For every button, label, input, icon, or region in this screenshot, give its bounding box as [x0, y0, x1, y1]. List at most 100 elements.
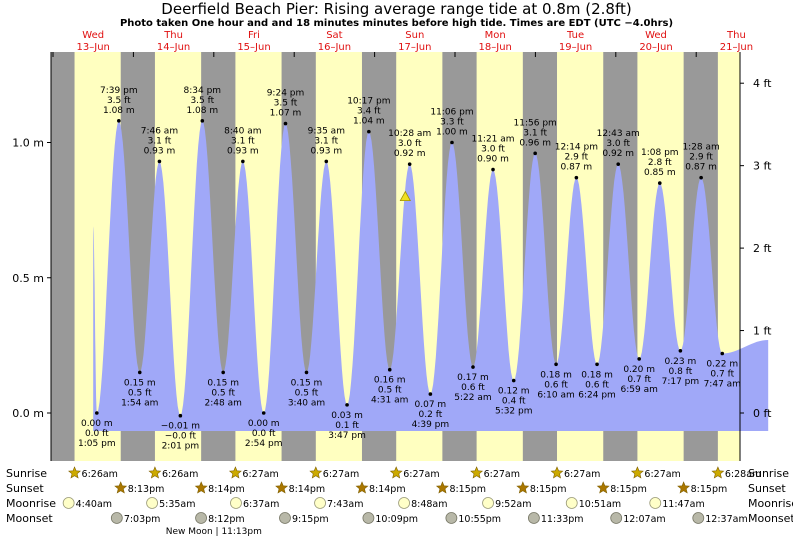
moonset-moon-icon	[445, 512, 458, 524]
sunset-time: 8:15pm	[449, 484, 486, 495]
sunset-star-icon	[677, 481, 691, 494]
moonrise-moon-icon	[146, 497, 158, 509]
low-tide-feet: 0.5 ft	[295, 388, 319, 398]
high-tide-metres: 0.87 m	[561, 163, 593, 173]
moonrise-time: 5:35am	[159, 499, 195, 510]
high-tide-feet: 3.5 ft	[274, 99, 298, 109]
moon-phase-note: New Moon | 11:13pm	[166, 527, 262, 537]
sunset-time: 8:13pm	[128, 484, 165, 495]
sunrise-time: 6:27am	[403, 469, 439, 480]
day-of-week-label: Wed	[645, 30, 667, 41]
moonrise-moon-icon	[398, 497, 410, 509]
sunset-time: 8:15pm	[530, 484, 567, 495]
sunset-star-icon	[275, 481, 289, 494]
tide-labels: 0.00 m0.0 ft1:05 pm7:39 pm3.5 ft1.08 m0.…	[78, 86, 741, 452]
high-tide-metres: 0.90 m	[477, 155, 509, 165]
low-tide-point	[304, 370, 309, 375]
chart-subtitle: Photo taken One hour and and 18 minutes …	[119, 18, 674, 29]
sunrise-star-icon	[389, 466, 403, 479]
sunset-time: 8:14pm	[289, 484, 326, 495]
high-tide-feet: 2.9 ft	[689, 153, 713, 163]
day-of-week-label: Sat	[326, 30, 342, 41]
low-tide-feet: 0.0 ft	[252, 429, 276, 439]
day-of-week-label: Sun	[405, 30, 424, 41]
sunrise-star-icon	[309, 466, 323, 479]
high-tide-metres: 0.87 m	[685, 163, 717, 173]
low-tide-time: 1:54 am	[121, 398, 158, 408]
moonset-time: 9:15pm	[292, 514, 329, 525]
low-tide-point	[221, 370, 225, 375]
high-tide-metres: 0.93 m	[144, 146, 176, 156]
moonrise-time: 7:43am	[327, 499, 363, 510]
date-label: 19–Jun	[559, 42, 592, 53]
low-tide-metres: 0.18 m	[581, 370, 613, 380]
low-tide-feet: 0.5 ft	[211, 388, 235, 398]
low-tide-feet: 0.7 ft	[710, 369, 734, 379]
low-tide-time: 7:17 pm	[662, 377, 700, 387]
high-tide-time: 7:39 pm	[100, 86, 138, 96]
high-tide-point	[157, 159, 162, 164]
row-label-right: Moonset	[748, 512, 793, 525]
low-tide-point	[511, 378, 516, 383]
low-tide-point	[137, 370, 142, 375]
high-tide-point	[283, 121, 288, 126]
low-tide-metres: 0.20 m	[623, 365, 655, 375]
row-label-left: Sunrise	[6, 467, 47, 480]
high-tide-time: 10:28 am	[388, 129, 431, 139]
high-tide-point	[450, 140, 454, 145]
left-tick-label: 0.5 m	[12, 272, 44, 285]
sunrise-time: 6:27am	[564, 469, 600, 480]
high-tide-feet: 3.1 ft	[231, 136, 255, 146]
high-tide-time: 11:21 am	[471, 135, 514, 145]
date-label: 15–Jun	[237, 42, 270, 53]
high-tide-metres: 1.07 m	[270, 109, 302, 119]
date-label: 16–Jun	[318, 42, 351, 53]
high-tide-point	[491, 167, 495, 172]
sunset-time: 8:14pm	[369, 484, 406, 495]
low-tide-time: 6:59 am	[621, 385, 658, 395]
sunrise-star-icon	[550, 466, 564, 479]
high-tide-feet: 3.0 ft	[606, 139, 630, 149]
low-tide-metres: 0.18 m	[540, 370, 572, 380]
low-tide-metres: 0.00 m	[248, 419, 280, 429]
moonrise-moon-icon	[482, 497, 494, 509]
high-tide-point	[241, 159, 245, 164]
sunrise-time: 6:28am	[725, 469, 761, 480]
right-tick-label: 3 ft	[753, 160, 772, 173]
low-tide-metres: −0.01 m	[161, 422, 200, 432]
high-tide-feet: 3.4 ft	[357, 107, 381, 117]
high-tide-point	[324, 159, 329, 164]
high-tide-metres: 0.96 m	[519, 138, 551, 148]
low-tide-time: 6:24 pm	[578, 390, 616, 400]
moonrise-moon-icon	[565, 497, 578, 509]
low-tide-time: 7:47 am	[704, 379, 741, 389]
sunrise-star-icon	[228, 466, 242, 479]
day-of-week-label: Thu	[163, 30, 183, 41]
moonset-moon-icon	[610, 512, 623, 524]
low-tide-metres: 0.22 m	[706, 359, 738, 369]
moonset-time: 11:33pm	[541, 514, 584, 525]
low-tide-feet: 0.6 ft	[585, 380, 609, 390]
right-tick-label: 2 ft	[753, 242, 772, 255]
low-tide-metres: 0.00 m	[81, 419, 113, 429]
moonrise-moon-icon	[649, 497, 662, 509]
low-tide-time: 1:05 pm	[78, 439, 116, 449]
low-tide-time: 4:31 am	[371, 396, 408, 406]
day-of-week-label: Mon	[485, 30, 506, 41]
moonset-moon-icon	[362, 512, 375, 524]
high-tide-time: 8:40 am	[224, 126, 261, 136]
moonset-moon-icon	[110, 512, 123, 524]
day-of-week-label: Wed	[82, 30, 104, 41]
low-tide-time: 3:47 pm	[328, 431, 366, 441]
high-tide-time: 7:46 am	[141, 126, 178, 136]
sun-moon-rows: Sunrise Sunrise Sunset Sunset Moonrise Moonri…	[6, 466, 793, 537]
low-tide-point	[720, 351, 725, 356]
low-tide-metres: 0.03 m	[331, 411, 363, 421]
moonset-time: 12:37am	[705, 514, 747, 525]
high-tide-time: 8:34 pm	[184, 86, 222, 96]
high-tide-point	[657, 181, 662, 185]
high-tide-feet: 3.0 ft	[398, 139, 422, 149]
moonrise-time: 9:52am	[495, 499, 531, 510]
high-tide-feet: 3.1 ft	[314, 136, 338, 146]
low-tide-point	[95, 411, 99, 415]
